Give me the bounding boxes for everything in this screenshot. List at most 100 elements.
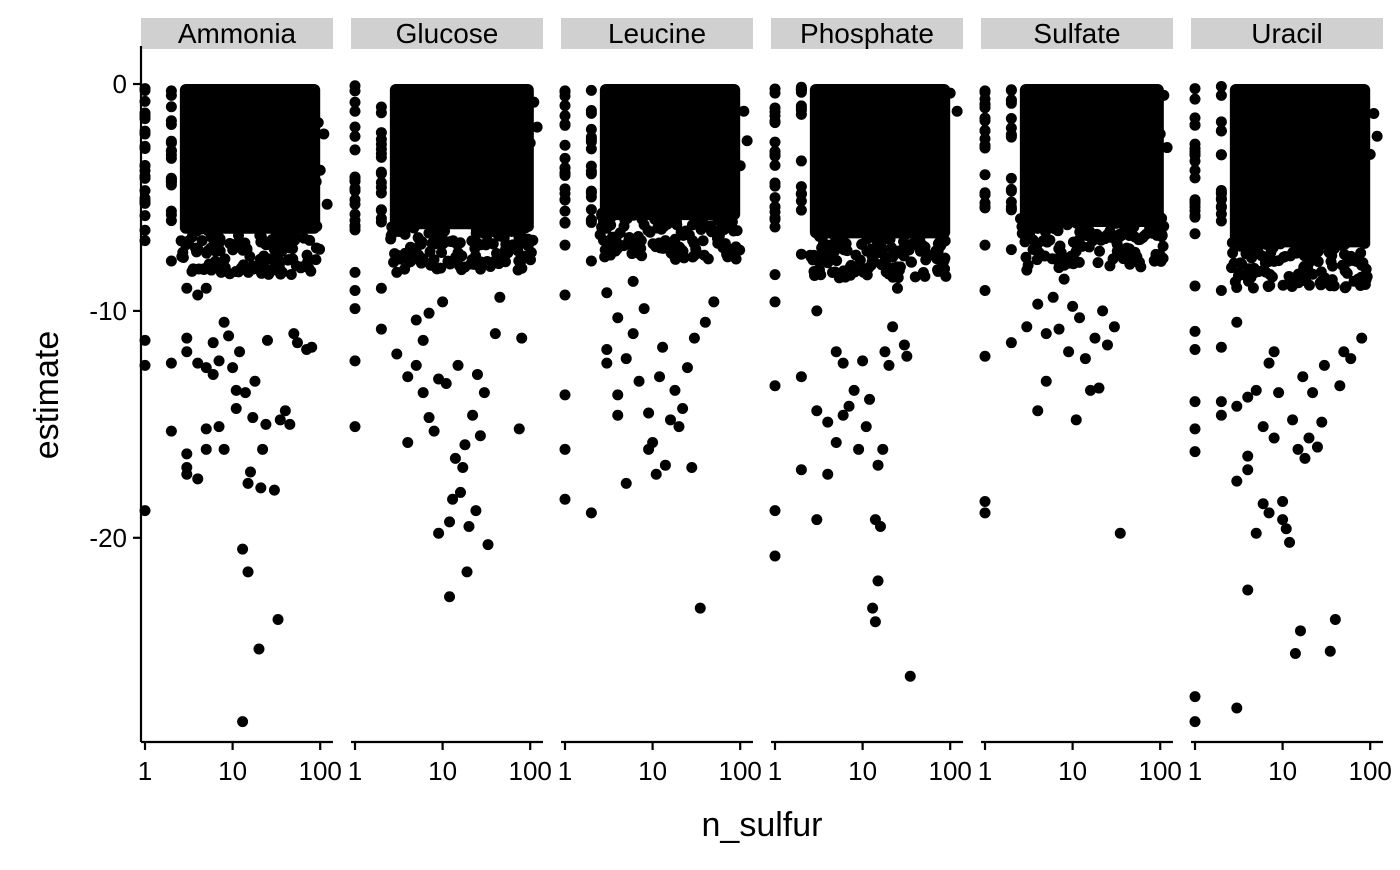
scatter-point xyxy=(559,119,571,131)
scatter-point xyxy=(1227,247,1239,259)
scatter-point xyxy=(306,341,318,353)
scatter-point xyxy=(769,87,781,99)
scatter-point xyxy=(741,135,753,147)
scatter-point xyxy=(811,514,823,526)
scatter-point xyxy=(899,240,911,252)
scatter-point xyxy=(1189,228,1201,240)
scatter-point xyxy=(165,176,177,188)
scatter-point xyxy=(349,144,361,156)
scatter-point xyxy=(585,255,597,267)
scatter-point xyxy=(459,439,471,451)
scatter-point xyxy=(1327,234,1339,246)
scatter-point xyxy=(1067,236,1079,248)
scatter-point xyxy=(456,250,468,262)
scatter-point xyxy=(659,459,671,471)
scatter-point xyxy=(1231,316,1243,328)
scatter-point xyxy=(795,248,807,260)
scatter-point xyxy=(677,250,689,262)
scatter-point xyxy=(708,296,720,308)
scatter-point xyxy=(312,117,324,129)
scatter-point xyxy=(283,254,295,266)
scatter-point xyxy=(181,332,193,344)
scatter-point xyxy=(1105,231,1117,243)
scatter-point xyxy=(192,357,204,369)
scatter-point xyxy=(230,402,242,414)
scatter-point xyxy=(181,346,193,358)
scatter-point xyxy=(1242,584,1254,596)
scatter-point xyxy=(402,371,414,383)
scatter-point xyxy=(513,423,525,435)
scatter-point xyxy=(702,253,714,265)
scatter-point xyxy=(1005,94,1017,106)
scatter-point xyxy=(795,204,807,216)
facet-panel-uracil: Uracil 1 10 100 xyxy=(1188,18,1392,786)
scatter-point xyxy=(282,220,294,232)
facet-strip xyxy=(1191,18,1383,49)
scatter-point xyxy=(1275,234,1287,246)
scatter-point xyxy=(349,355,361,367)
scatter-point xyxy=(1054,240,1066,252)
scatter-point xyxy=(1336,259,1348,271)
scatter-point xyxy=(1189,423,1201,435)
scatter-point xyxy=(498,182,510,194)
scatter-point xyxy=(502,242,514,254)
scatter-point xyxy=(436,247,448,259)
scatter-point xyxy=(237,716,249,728)
scatter-point xyxy=(139,110,151,122)
scatter-point xyxy=(214,245,226,257)
facet-panel-leucine: Leucine 1 10 100 xyxy=(558,18,762,786)
scatter-point xyxy=(1226,262,1238,274)
scatter-point xyxy=(1326,279,1338,291)
scatter-point xyxy=(470,505,482,517)
scatter-point xyxy=(139,160,151,172)
scatter-point xyxy=(857,355,869,367)
scatter-point xyxy=(200,423,212,435)
scatter-point xyxy=(979,239,991,251)
scatter-point xyxy=(1371,130,1383,142)
scatter-point xyxy=(1161,142,1173,154)
scatter-point xyxy=(1021,321,1033,333)
scatter-point xyxy=(1316,416,1328,428)
scatter-point xyxy=(626,248,638,260)
scatter-point xyxy=(559,139,571,151)
scatter-point xyxy=(258,250,270,262)
scatter-point xyxy=(139,128,151,140)
scatter-point xyxy=(1146,146,1158,158)
scatter-point xyxy=(1135,180,1147,192)
scatter-point xyxy=(601,287,613,299)
scatter-point xyxy=(669,384,681,396)
scatter-point xyxy=(1070,255,1082,267)
scatter-point xyxy=(244,250,256,262)
scatter-point xyxy=(268,484,280,496)
x-tick-label: 1 xyxy=(558,756,572,786)
dense-band xyxy=(809,84,951,239)
scatter-point xyxy=(1215,396,1227,408)
scatter-point xyxy=(559,152,571,164)
scatter-point xyxy=(314,164,326,176)
scatter-point xyxy=(1030,237,1042,249)
scatter-point xyxy=(1107,253,1119,265)
scatter-point xyxy=(1235,257,1247,269)
scatter-point xyxy=(795,108,807,120)
x-tick-label: 1 xyxy=(1188,756,1202,786)
scatter-point xyxy=(876,235,888,247)
scatter-point xyxy=(620,353,632,365)
scatter-point xyxy=(1101,339,1113,351)
scatter-point xyxy=(276,266,288,278)
scatter-point xyxy=(1215,116,1227,128)
scatter-point xyxy=(291,337,303,349)
scatter-point xyxy=(218,316,230,328)
scatter-point xyxy=(597,234,609,246)
scatter-point xyxy=(375,204,387,216)
scatter-point xyxy=(237,543,249,555)
scatter-point xyxy=(979,201,991,213)
scatter-point xyxy=(399,247,411,259)
scatter-point xyxy=(183,235,195,247)
scatter-point xyxy=(1352,273,1364,285)
scatter-point xyxy=(288,328,300,340)
scatter-point xyxy=(417,387,429,399)
scatter-point xyxy=(410,359,422,371)
scatter-point xyxy=(447,493,459,505)
scatter-point xyxy=(1284,536,1296,548)
